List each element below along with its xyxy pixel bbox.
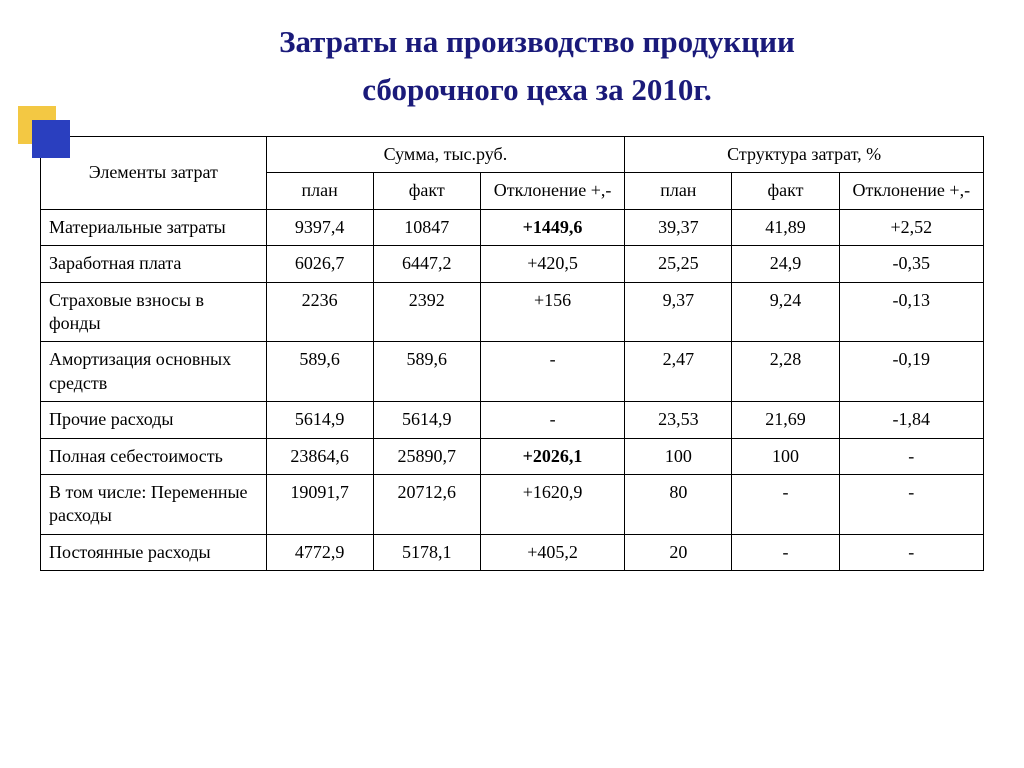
page-title: Затраты на производство продукции сбороч…: [110, 18, 964, 114]
cell-label: Материальные затраты: [41, 209, 267, 245]
cell-pct-fact: 21,69: [732, 402, 839, 438]
cell-label: В том числе: Переменные расходы: [41, 475, 267, 535]
table-header-row-1: Элементы затрат Сумма, тыс.руб. Структур…: [41, 137, 984, 173]
cell-pct-plan: 9,37: [625, 282, 732, 342]
cell-pct-fact: 2,28: [732, 342, 839, 402]
table-row: Прочие расходы 5614,9 5614,9 - 23,53 21,…: [41, 402, 984, 438]
cell-pct-dev: -1,84: [839, 402, 983, 438]
cell-label: Заработная плата: [41, 246, 267, 282]
cell-pct-dev: -0,19: [839, 342, 983, 402]
cell-pct-plan: 20: [625, 534, 732, 570]
col-header-elements: Элементы затрат: [41, 137, 267, 210]
cell-pct-dev: +2,52: [839, 209, 983, 245]
ornament-blue-square: [32, 120, 70, 158]
cell-sum-fact: 2392: [373, 282, 480, 342]
col-header-pct-dev: Отклонение +,-: [839, 173, 983, 209]
table-row: Заработная плата 6026,7 6447,2 +420,5 25…: [41, 246, 984, 282]
cell-sum-dev: +1449,6: [480, 209, 624, 245]
cell-sum-fact: 589,6: [373, 342, 480, 402]
cell-pct-plan: 100: [625, 438, 732, 474]
costs-table-body: Материальные затраты 9397,4 10847 +1449,…: [41, 209, 984, 570]
col-header-pct-fact: факт: [732, 173, 839, 209]
cell-pct-fact: -: [732, 475, 839, 535]
cell-pct-plan: 25,25: [625, 246, 732, 282]
cell-sum-dev: +156: [480, 282, 624, 342]
cell-sum-fact: 5178,1: [373, 534, 480, 570]
col-group-struct: Структура затрат, %: [625, 137, 984, 173]
cell-sum-plan: 5614,9: [266, 402, 373, 438]
cell-sum-plan: 589,6: [266, 342, 373, 402]
col-header-sum-plan: план: [266, 173, 373, 209]
cell-label: Полная себестоимость: [41, 438, 267, 474]
cell-label: Постоянные расходы: [41, 534, 267, 570]
costs-table: Элементы затрат Сумма, тыс.руб. Структур…: [40, 136, 984, 571]
cell-pct-fact: 100: [732, 438, 839, 474]
cell-sum-dev: -: [480, 342, 624, 402]
cell-pct-dev: -: [839, 475, 983, 535]
col-group-sum: Сумма, тыс.руб.: [266, 137, 625, 173]
table-row: Постоянные расходы 4772,9 5178,1 +405,2 …: [41, 534, 984, 570]
cell-pct-fact: 9,24: [732, 282, 839, 342]
cell-pct-dev: -: [839, 534, 983, 570]
table-row: В том числе: Переменные расходы 19091,7 …: [41, 475, 984, 535]
cell-sum-plan: 4772,9: [266, 534, 373, 570]
cell-sum-fact: 6447,2: [373, 246, 480, 282]
cell-label: Амортизация основных средств: [41, 342, 267, 402]
cell-pct-plan: 2,47: [625, 342, 732, 402]
cell-pct-plan: 80: [625, 475, 732, 535]
cell-label: Прочие расходы: [41, 402, 267, 438]
cell-pct-dev: -0,13: [839, 282, 983, 342]
table-row: Полная себестоимость 23864,6 25890,7 +20…: [41, 438, 984, 474]
cell-sum-plan: 6026,7: [266, 246, 373, 282]
cell-pct-dev: -0,35: [839, 246, 983, 282]
col-header-sum-dev: Отклонение +,-: [480, 173, 624, 209]
cell-sum-fact: 25890,7: [373, 438, 480, 474]
cell-pct-fact: -: [732, 534, 839, 570]
cell-pct-plan: 23,53: [625, 402, 732, 438]
cell-sum-plan: 2236: [266, 282, 373, 342]
cell-sum-dev: +405,2: [480, 534, 624, 570]
cell-pct-fact: 41,89: [732, 209, 839, 245]
cell-sum-dev: +1620,9: [480, 475, 624, 535]
cell-sum-plan: 9397,4: [266, 209, 373, 245]
table-row: Амортизация основных средств 589,6 589,6…: [41, 342, 984, 402]
cell-sum-fact: 5614,9: [373, 402, 480, 438]
cell-sum-dev: +420,5: [480, 246, 624, 282]
col-header-pct-plan: план: [625, 173, 732, 209]
cell-pct-dev: -: [839, 438, 983, 474]
cell-sum-dev: -: [480, 402, 624, 438]
cell-label: Страховые взносы в фонды: [41, 282, 267, 342]
cell-sum-dev: +2026,1: [480, 438, 624, 474]
table-row: Материальные затраты 9397,4 10847 +1449,…: [41, 209, 984, 245]
costs-table-wrap: Элементы затрат Сумма, тыс.руб. Структур…: [40, 136, 984, 571]
cell-sum-fact: 20712,6: [373, 475, 480, 535]
table-row: Страховые взносы в фонды 2236 2392 +156 …: [41, 282, 984, 342]
cell-sum-plan: 23864,6: [266, 438, 373, 474]
title-line-2: сборочного цеха за 2010г.: [362, 72, 711, 107]
cell-pct-plan: 39,37: [625, 209, 732, 245]
corner-ornament: [18, 106, 70, 158]
title-line-1: Затраты на производство продукции: [279, 24, 795, 59]
col-header-sum-fact: факт: [373, 173, 480, 209]
cell-pct-fact: 24,9: [732, 246, 839, 282]
cell-sum-plan: 19091,7: [266, 475, 373, 535]
cell-sum-fact: 10847: [373, 209, 480, 245]
